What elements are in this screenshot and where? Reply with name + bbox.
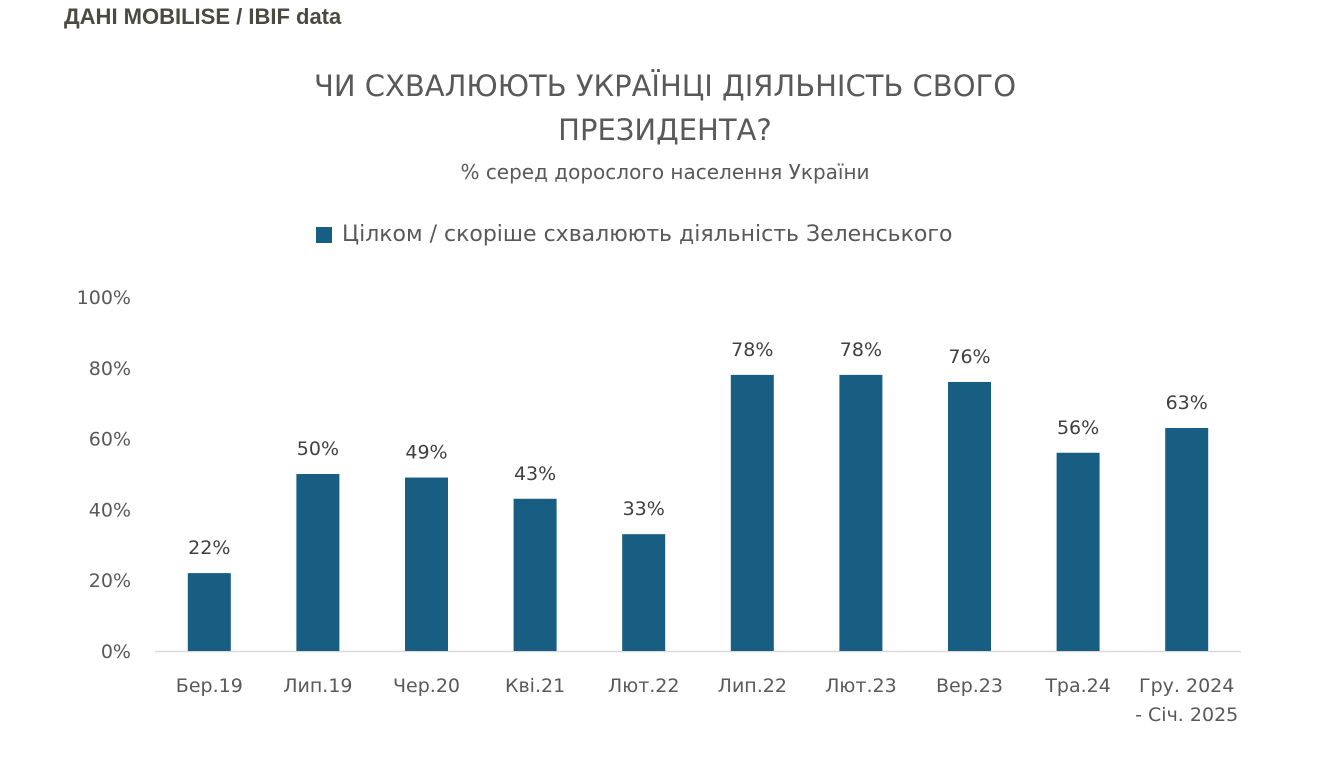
y-tick-label: 80%: [89, 358, 131, 380]
bar: [948, 381, 991, 651]
y-tick-label: 20%: [89, 570, 131, 592]
x-tick-label: Лип.19: [283, 675, 352, 697]
x-tick-label: Гру. 2024: [1139, 675, 1234, 697]
legend-swatch: [316, 226, 332, 243]
data-label: 49%: [405, 442, 447, 464]
chart-subtitle: % серед дорослого населення України: [460, 160, 870, 184]
bar: [513, 498, 557, 651]
data-label: 78%: [731, 339, 773, 361]
data-label: 43%: [514, 463, 556, 485]
source-label: ДАНІ MOBILISE / IBIF data: [64, 4, 342, 29]
data-label: 63%: [1166, 392, 1208, 414]
y-tick-label: 0%: [101, 641, 131, 663]
data-label: 56%: [1057, 417, 1099, 439]
x-tick-label: Тра.24: [1044, 675, 1111, 697]
data-label: 76%: [948, 346, 990, 368]
x-tick-label: - Січ. 2025: [1135, 704, 1238, 726]
legend-label: Цілком / скоріше схвалюють діяльність Зе…: [342, 222, 953, 247]
x-tick-label: Кві.21: [505, 675, 565, 697]
data-label: 22%: [188, 537, 230, 559]
data-label: 33%: [623, 498, 665, 520]
chart-title-line-2: ПРЕЗИДЕНТА?: [558, 113, 772, 147]
y-tick-label: 100%: [77, 287, 131, 309]
chart-title: ЧИ СХВАЛЮЮТЬ УКРАЇНЦІ ДІЯЛЬНІСТЬ СВОГО П…: [250, 64, 1080, 152]
bar: [730, 374, 774, 651]
y-tick-label: 60%: [89, 429, 131, 451]
bar: [187, 573, 231, 651]
x-tick-label: Бер.19: [176, 675, 243, 697]
data-label: 50%: [297, 438, 339, 460]
bar: [839, 374, 883, 651]
y-tick-label: 40%: [89, 499, 131, 521]
x-tick-label: Лют.23: [825, 675, 897, 697]
x-tick-label: Вер.23: [936, 675, 1003, 697]
bar: [296, 474, 340, 651]
data-label: 78%: [840, 339, 882, 361]
bar: [1056, 452, 1100, 651]
x-tick-label: Лип.22: [718, 675, 787, 697]
bar: [405, 477, 448, 651]
x-tick-label: Чер.20: [393, 675, 460, 697]
bar: [1165, 427, 1209, 651]
chart-legend: Цілком / скоріше схвалюють діяльність Зе…: [316, 222, 952, 247]
bar: [622, 534, 666, 651]
chart-title-line-1: ЧИ СХВАЛЮЮТЬ УКРАЇНЦІ ДІЯЛЬНІСТЬ СВОГО: [313, 69, 1017, 103]
x-tick-label: Лют.22: [608, 675, 680, 697]
